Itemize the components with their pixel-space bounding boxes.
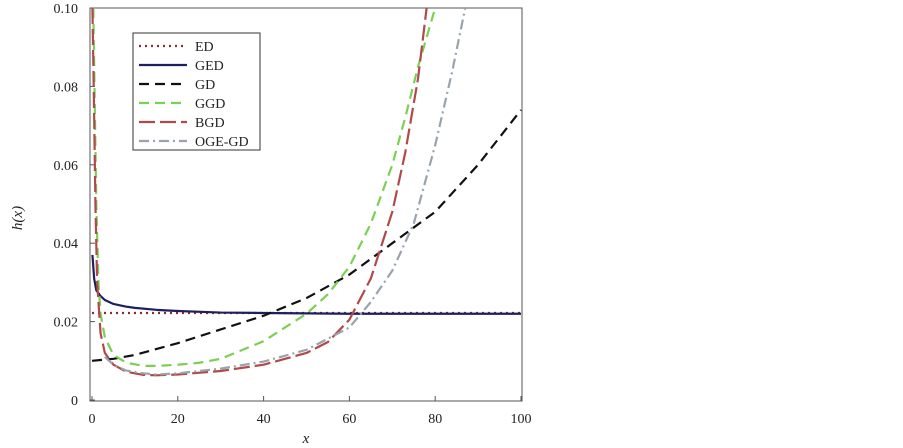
y-tick-label: 0.06: [54, 159, 79, 174]
series-line-ggd: [92, 8, 437, 367]
x-tick-label: 0: [89, 412, 96, 427]
series-line-oge-gd: [104, 8, 467, 376]
series-line-bgd: [91, 8, 428, 377]
axis-ticks: 0 20 40 60 80 100 0 0.02 0.04 0.06 0.08 0.10: [54, 2, 532, 427]
y-tick-label: 0.02: [54, 316, 79, 331]
plot-frame: [89, 7, 523, 402]
legend-label: GGD: [195, 97, 225, 112]
series-line-ged: [91, 254, 521, 315]
legend: ED GED GD GGD BGD OGE-GD: [132, 32, 261, 151]
x-tick-label: 20: [171, 412, 185, 427]
y-tick-label: 0: [71, 394, 78, 409]
legend-box: [132, 32, 261, 151]
x-tick-label: 60: [342, 412, 356, 427]
x-tick-label: 100: [511, 412, 532, 427]
x-tick-label: 40: [257, 412, 271, 427]
legend-label: OGE-GD: [195, 135, 249, 150]
y-axis-label: h(x): [10, 206, 26, 230]
x-tick-label: 80: [428, 412, 442, 427]
x-axis-label: x: [302, 431, 310, 447]
y-tick-label: 0.10: [54, 2, 79, 17]
series-line-gd: [91, 109, 522, 362]
y-tick-label: 0.04: [54, 237, 79, 252]
legend-label: ED: [195, 40, 214, 55]
legend-label: GD: [195, 78, 215, 93]
series-lines: [91, 8, 522, 377]
y-tick-label: 0.08: [54, 80, 79, 95]
legend-label: GED: [195, 59, 224, 74]
legend-label: BGD: [195, 116, 225, 131]
